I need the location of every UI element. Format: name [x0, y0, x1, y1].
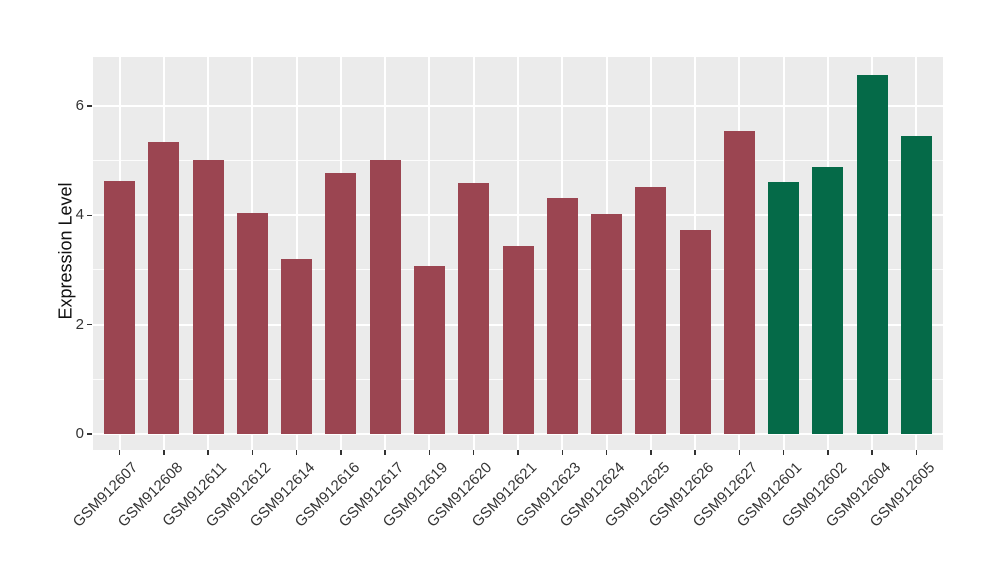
- y-tick-label: 4: [75, 206, 84, 224]
- plot-area: [93, 57, 943, 450]
- bar: [900, 135, 932, 434]
- x-tick-mark: [472, 450, 475, 455]
- bar: [856, 74, 888, 434]
- gridline-x: [295, 57, 298, 450]
- x-tick-mark: [340, 450, 342, 455]
- bar: [325, 172, 357, 434]
- gridline-x: [428, 57, 431, 450]
- x-tick-mark: [605, 450, 608, 455]
- bar: [591, 214, 623, 434]
- bar: [458, 182, 490, 434]
- bar: [413, 265, 445, 434]
- bar: [546, 198, 578, 434]
- x-tick-mark: [163, 450, 165, 455]
- y-tick-label: 2: [75, 315, 84, 333]
- y-tick-mark: [87, 105, 92, 107]
- bar: [812, 167, 844, 434]
- bar: [148, 142, 180, 434]
- bar: [236, 212, 268, 434]
- x-tick-mark: [517, 450, 519, 455]
- x-tick-mark: [694, 450, 696, 455]
- bar: [635, 187, 667, 434]
- x-tick-mark: [915, 450, 918, 455]
- x-tick-mark: [384, 450, 386, 455]
- y-tick-mark: [87, 214, 92, 217]
- y-tick-label: 6: [75, 96, 84, 114]
- x-tick-mark: [295, 450, 298, 455]
- y-tick-mark: [87, 323, 92, 326]
- x-tick-mark: [827, 450, 829, 455]
- bar: [768, 181, 800, 434]
- bar: [369, 160, 401, 434]
- x-tick-mark: [118, 450, 121, 455]
- bar: [502, 246, 534, 434]
- x-tick-mark: [251, 450, 254, 455]
- y-axis-title: Expression Level: [55, 182, 76, 320]
- x-tick-mark: [650, 450, 652, 455]
- x-tick-mark: [738, 450, 741, 455]
- x-tick-mark: [207, 450, 209, 455]
- bar: [104, 181, 136, 434]
- y-tick-label: 0: [75, 425, 84, 442]
- x-tick-mark: [782, 450, 785, 455]
- x-tick-mark: [871, 450, 873, 455]
- bar: [192, 159, 224, 434]
- bar: [723, 130, 755, 434]
- bar: [281, 258, 313, 434]
- x-tick-mark: [561, 450, 564, 455]
- bar: [679, 229, 711, 434]
- x-tick-mark: [428, 450, 431, 455]
- y-tick-mark: [87, 433, 92, 435]
